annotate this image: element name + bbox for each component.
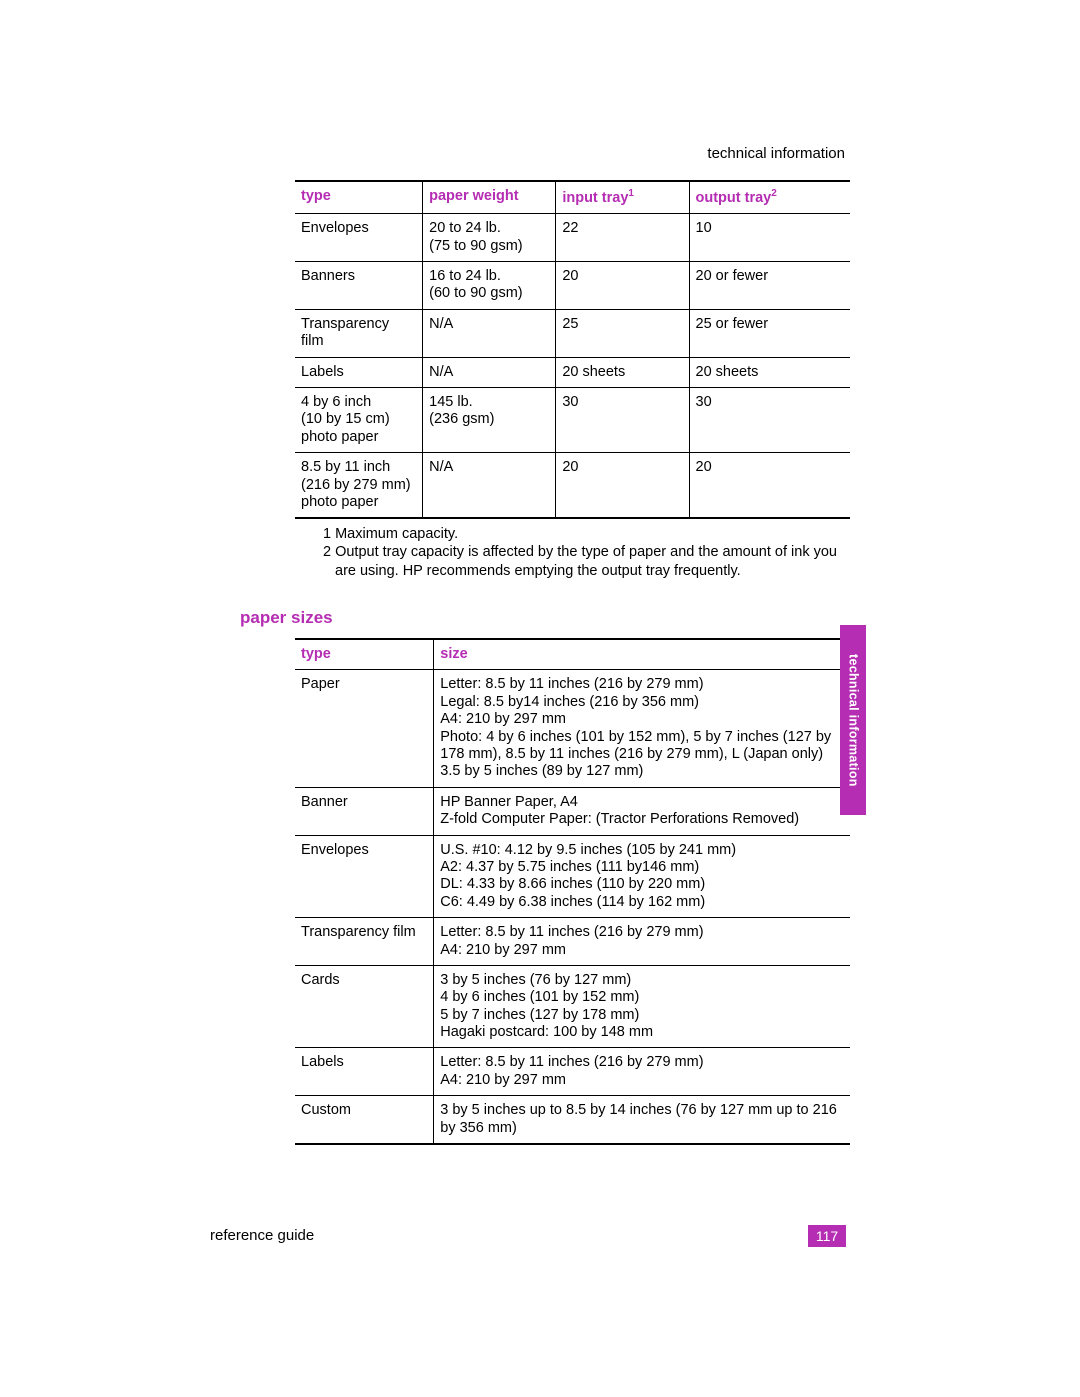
table-row: 4 by 6 inch(10 by 15 cm)photo paper145 l… [295, 387, 850, 452]
table1-container: type paper weight input tray1 output tra… [295, 180, 850, 580]
table-cell: Labels [295, 1048, 434, 1096]
table-cell: Labels [295, 357, 423, 387]
table-row: Transparency filmLetter: 8.5 by 11 inche… [295, 918, 850, 966]
table-row: Cards3 by 5 inches (76 by 127 mm)4 by 6 … [295, 965, 850, 1048]
table-cell: U.S. #10: 4.12 by 9.5 inches (105 by 241… [434, 835, 850, 918]
page-number: 117 [808, 1225, 846, 1247]
table-cell: 30 [689, 387, 850, 452]
footnotes: 1 Maximum capacity.2 Output tray capacit… [323, 525, 850, 579]
table-cell: HP Banner Paper, A4Z-fold Computer Paper… [434, 787, 850, 835]
table-cell: Envelopes [295, 214, 423, 262]
table-cell: Envelopes [295, 835, 434, 918]
footer-left: reference guide [210, 1227, 808, 1245]
table-row: EnvelopesU.S. #10: 4.12 by 9.5 inches (1… [295, 835, 850, 918]
table-cell: 20 sheets [556, 357, 689, 387]
table-cell: 22 [556, 214, 689, 262]
table-cell: 3 by 5 inches (76 by 127 mm)4 by 6 inche… [434, 965, 850, 1048]
table-cell: 20 or fewer [689, 262, 850, 310]
th-type: type [295, 181, 423, 214]
th-type: type [295, 639, 434, 670]
table-cell: Letter: 8.5 by 11 inches (216 by 279 mm)… [434, 918, 850, 966]
paper-sizes-table: type size PaperLetter: 8.5 by 11 inches … [295, 638, 850, 1145]
table-cell: Letter: 8.5 by 11 inches (216 by 279 mm)… [434, 670, 850, 787]
th-input-tray-sup: 1 [628, 188, 634, 199]
table-row: Envelopes20 to 24 lb.(75 to 90 gsm)2210 [295, 214, 850, 262]
table-cell: 30 [556, 387, 689, 452]
paper-weight-table: type paper weight input tray1 output tra… [295, 180, 850, 519]
table-row: BannerHP Banner Paper, A4Z-fold Computer… [295, 787, 850, 835]
side-tab-label: technical information [846, 654, 861, 787]
footnote: 2 Output tray capacity is affected by th… [323, 543, 850, 579]
table-cell: 20 [689, 453, 850, 519]
table-cell: Transparency film [295, 309, 423, 357]
side-tab: technical information [840, 625, 866, 815]
table-cell: Cards [295, 965, 434, 1048]
table2-container: type size PaperLetter: 8.5 by 11 inches … [295, 638, 850, 1145]
footnote: 1 Maximum capacity. [323, 525, 850, 543]
table-cell: 20 [556, 453, 689, 519]
table-row: LabelsN/A20 sheets20 sheets [295, 357, 850, 387]
table-row: 8.5 by 11 inch(216 by 279 mm)photo paper… [295, 453, 850, 519]
footer: reference guide 117 [210, 1225, 846, 1247]
running-header: technical information [707, 145, 845, 163]
table-cell: N/A [423, 357, 556, 387]
table-cell: 16 to 24 lb.(60 to 90 gsm) [423, 262, 556, 310]
table-cell: Custom [295, 1096, 434, 1144]
th-output-tray-sup: 2 [771, 188, 777, 199]
table-row: LabelsLetter: 8.5 by 11 inches (216 by 2… [295, 1048, 850, 1096]
table-cell: 145 lb.(236 gsm) [423, 387, 556, 452]
th-output-tray-text: output tray [696, 190, 772, 206]
table-cell: Transparency film [295, 918, 434, 966]
table-cell: 25 or fewer [689, 309, 850, 357]
table-row: Custom3 by 5 inches up to 8.5 by 14 inch… [295, 1096, 850, 1144]
table-cell: 4 by 6 inch(10 by 15 cm)photo paper [295, 387, 423, 452]
section-heading-paper-sizes: paper sizes [240, 608, 850, 628]
table-row: Transparency filmN/A2525 or fewer [295, 309, 850, 357]
table-row: PaperLetter: 8.5 by 11 inches (216 by 27… [295, 670, 850, 787]
table-row: Banners16 to 24 lb.(60 to 90 gsm)2020 or… [295, 262, 850, 310]
table-cell: 3 by 5 inches up to 8.5 by 14 inches (76… [434, 1096, 850, 1144]
table-cell: Banners [295, 262, 423, 310]
table-cell: 20 to 24 lb.(75 to 90 gsm) [423, 214, 556, 262]
table-cell: 10 [689, 214, 850, 262]
table-cell: 20 [556, 262, 689, 310]
table-cell: Paper [295, 670, 434, 787]
table-cell: 8.5 by 11 inch(216 by 279 mm)photo paper [295, 453, 423, 519]
table-cell: Letter: 8.5 by 11 inches (216 by 279 mm)… [434, 1048, 850, 1096]
table-header-row: type size [295, 639, 850, 670]
table-cell: N/A [423, 453, 556, 519]
table-cell: Banner [295, 787, 434, 835]
th-output-tray: output tray2 [689, 181, 850, 214]
table-cell: 20 sheets [689, 357, 850, 387]
table-cell: 25 [556, 309, 689, 357]
th-input-tray-text: input tray [562, 190, 628, 206]
th-input-tray: input tray1 [556, 181, 689, 214]
table-header-row: type paper weight input tray1 output tra… [295, 181, 850, 214]
th-paper-weight: paper weight [423, 181, 556, 214]
th-size: size [434, 639, 850, 670]
table-cell: N/A [423, 309, 556, 357]
page: technical information type paper weight … [0, 0, 1080, 1397]
